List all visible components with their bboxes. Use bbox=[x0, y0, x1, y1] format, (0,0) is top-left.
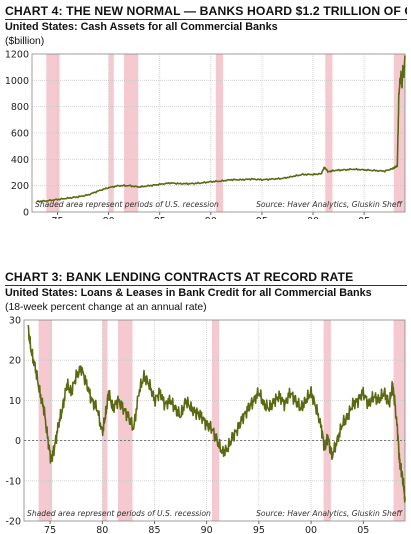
y-tick-label: 1200 bbox=[5, 50, 29, 61]
series-line bbox=[27, 325, 406, 503]
x-tick-label: 00 bbox=[307, 216, 319, 219]
x-tick-label: 80 bbox=[96, 525, 108, 533]
y-tick-label: 1000 bbox=[5, 76, 29, 87]
y-tick-label: 20 bbox=[9, 356, 21, 367]
x-tick-label: 75 bbox=[52, 216, 64, 219]
source-note: Source: Haver Analytics, Gluskin Sheff bbox=[256, 200, 403, 209]
y-tick-label: -20 bbox=[5, 517, 21, 528]
recession-band bbox=[393, 320, 405, 521]
recession-band bbox=[123, 54, 139, 212]
chart-4-title: CHART 4: THE NEW NORMAL — BANKS HOARD $1… bbox=[5, 4, 407, 20]
recession-band bbox=[108, 54, 114, 212]
y-tick-label: 0 bbox=[15, 436, 21, 447]
chart-4-units: ($billion) bbox=[5, 36, 45, 47]
recession-band bbox=[393, 54, 405, 212]
x-tick-label: 90 bbox=[205, 216, 217, 219]
x-tick-label: 85 bbox=[154, 216, 166, 219]
y-tick-label: 0 bbox=[23, 208, 29, 219]
y-tick-label: 200 bbox=[11, 181, 29, 192]
x-tick-label: 95 bbox=[256, 216, 268, 219]
y-tick-label: -10 bbox=[5, 476, 21, 487]
y-tick-label: 600 bbox=[11, 129, 29, 140]
x-tick-label: 85 bbox=[148, 525, 160, 533]
chart-3-plot: -20 -10 0 10 20 30 75 80 85 90 95 00 05 Shaded area r… bbox=[5, 316, 406, 533]
x-tick-label: 00 bbox=[305, 525, 317, 533]
chart-3-units: (18-week percent change at an annual rat… bbox=[5, 302, 207, 313]
chart-4-plot: 0 200 400 600 800 1000 1200 75 80 85 90 95 00 05 Shade… bbox=[5, 50, 406, 219]
source-note: Source: Haver Analytics, Gluskin Sheff bbox=[256, 509, 403, 518]
x-tick-label: 05 bbox=[358, 216, 370, 219]
y-tick-label: 30 bbox=[9, 316, 21, 327]
recession-band bbox=[215, 54, 224, 212]
y-tick-label: 800 bbox=[11, 102, 29, 113]
series-line bbox=[37, 55, 406, 203]
plot-frame bbox=[31, 53, 406, 213]
chart-3-block: CHART 3: BANK LENDING CONTRACTS AT RECOR… bbox=[0, 269, 411, 534]
y-tick-label: 400 bbox=[11, 155, 29, 166]
recession-band bbox=[211, 320, 220, 521]
x-tick-label: 80 bbox=[103, 216, 115, 219]
chart-4-block: CHART 4: THE NEW NORMAL — BANKS HOARD $1… bbox=[0, 3, 411, 219]
chart-4-subtitle: United States: Cash Assets for all Comme… bbox=[5, 21, 278, 33]
y-tick-label: 10 bbox=[9, 396, 21, 407]
recession-band bbox=[323, 320, 331, 521]
chart-3-title: CHART 3: BANK LENDING CONTRACTS AT RECOR… bbox=[5, 269, 407, 286]
x-tick-label: 05 bbox=[357, 525, 369, 533]
recession-band bbox=[117, 320, 133, 521]
chart-3-subtitle: United States: Loans & Leases in Bank Cr… bbox=[5, 287, 372, 299]
recession-note: Shaded area represent periods of U.S. re… bbox=[35, 200, 219, 209]
plot-frame bbox=[23, 319, 406, 522]
x-tick-label: 75 bbox=[44, 525, 56, 533]
recession-note: Shaded area represent periods of U.S. re… bbox=[27, 509, 211, 518]
x-tick-label: 95 bbox=[253, 525, 265, 533]
x-tick-label: 90 bbox=[201, 525, 213, 533]
